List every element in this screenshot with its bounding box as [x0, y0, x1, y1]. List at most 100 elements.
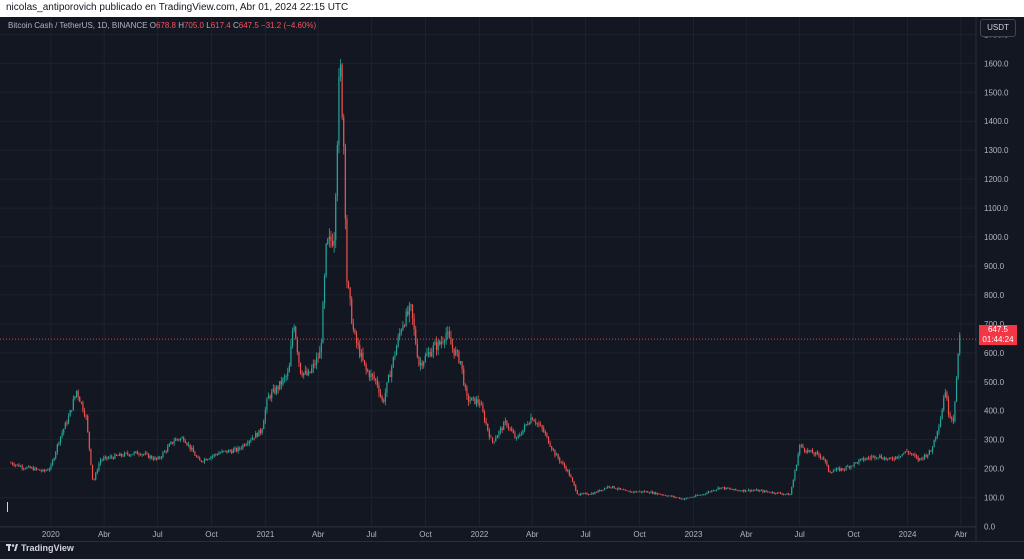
- candle-body: [880, 455, 882, 459]
- candle-body: [829, 471, 831, 473]
- candle-body: [914, 454, 916, 456]
- candle-body: [920, 457, 922, 459]
- candle-body: [773, 492, 775, 494]
- candle-body: [899, 456, 902, 457]
- candle-body: [794, 470, 796, 480]
- candle-body: [520, 434, 522, 436]
- candle-body: [687, 497, 689, 499]
- candle-body: [392, 356, 394, 367]
- candle-body: [762, 490, 764, 493]
- candle-body: [235, 448, 238, 452]
- candle-body: [50, 465, 52, 469]
- candle-body: [597, 490, 599, 493]
- candle-body: [115, 454, 118, 456]
- candle-body: [560, 461, 562, 463]
- candle-body: [343, 117, 345, 147]
- candle-body: [375, 378, 377, 381]
- candle-body: [483, 411, 486, 422]
- candle-body: [627, 490, 630, 492]
- candle-body: [552, 449, 554, 450]
- candle-body: [111, 456, 113, 458]
- candle-body: [888, 457, 890, 459]
- candle-body: [735, 488, 737, 491]
- candle-body: [333, 240, 335, 246]
- candle-body: [954, 401, 956, 421]
- candle-body: [157, 457, 159, 460]
- candle-body: [179, 438, 182, 440]
- candle-body: [123, 452, 126, 457]
- candle-body: [781, 493, 783, 495]
- candle-body: [386, 382, 388, 393]
- candle-body: [170, 442, 172, 445]
- candle-body: [431, 352, 433, 357]
- legend-open-label: O: [149, 21, 156, 30]
- candle-body: [461, 361, 463, 369]
- candle-body: [871, 456, 873, 459]
- candle-body: [341, 64, 343, 118]
- candle-body: [216, 454, 218, 456]
- candle-body: [173, 440, 175, 444]
- currency-button[interactable]: USDT: [980, 19, 1016, 37]
- candle-body: [799, 445, 801, 455]
- tradingview-branding[interactable]: TradingView: [6, 543, 74, 553]
- candle-body: [917, 457, 919, 461]
- candle-body: [90, 448, 92, 465]
- candle-body: [874, 455, 876, 459]
- candle-body: [423, 361, 425, 366]
- candle-body: [135, 451, 137, 453]
- candle-body: [707, 491, 710, 493]
- candle-body: [167, 446, 169, 452]
- candle-body: [427, 352, 430, 354]
- price-chart[interactable]: 0.0 100.0 200.0 300.0 400.0 500.0 600.0 700.0 80…: [0, 17, 1024, 541]
- x-tick-label: 2022: [471, 530, 489, 539]
- candle-body: [679, 497, 681, 499]
- candle-body: [947, 399, 950, 415]
- candle-body: [698, 495, 700, 496]
- candle-body: [362, 352, 364, 361]
- candle-body: [923, 454, 926, 459]
- y-tick-label: 1300.0: [984, 146, 1009, 155]
- candle-body: [34, 467, 36, 471]
- candle-body: [842, 468, 844, 470]
- candle-body: [202, 461, 204, 463]
- candle-body: [232, 449, 234, 453]
- candle-body: [29, 466, 31, 469]
- candle-body: [314, 363, 316, 365]
- candle-body: [357, 342, 359, 345]
- candle-body: [395, 346, 398, 356]
- candle-body: [576, 490, 578, 495]
- candle-body: [747, 489, 750, 491]
- candle-body: [808, 450, 810, 452]
- candle-body: [269, 395, 271, 399]
- candle-body: [512, 431, 514, 434]
- candle-body: [227, 450, 230, 453]
- candle-body: [743, 489, 745, 492]
- candle-body: [821, 457, 823, 459]
- candle-body: [637, 491, 639, 493]
- candle-body: [832, 471, 834, 473]
- candle-body: [205, 458, 207, 461]
- x-tick-label: Oct: [633, 530, 646, 539]
- candle-body: [912, 454, 914, 455]
- candle-body: [96, 470, 98, 473]
- candle-body: [579, 493, 582, 496]
- candle-body: [39, 469, 41, 471]
- candle-body: [61, 432, 63, 437]
- chart-bracket: [7, 502, 10, 512]
- candle-body: [95, 472, 97, 480]
- candle-body: [315, 357, 318, 365]
- candle-body: [672, 496, 674, 497]
- candle-body: [941, 409, 943, 420]
- candle-body: [946, 392, 948, 400]
- candle-body: [400, 330, 402, 333]
- candle-body: [861, 458, 863, 459]
- candle-body: [74, 396, 76, 400]
- candle-body: [381, 396, 383, 401]
- candle-body: [475, 399, 478, 405]
- legend-low: 617.4: [210, 21, 231, 30]
- legend-high-label: H: [178, 21, 184, 30]
- candle-body: [317, 357, 319, 359]
- candle-body: [595, 492, 598, 493]
- candle-body: [909, 452, 911, 454]
- chart-area[interactable]: 0.0 100.0 200.0 300.0 400.0 500.0 600.0 700.0 80…: [0, 17, 1024, 541]
